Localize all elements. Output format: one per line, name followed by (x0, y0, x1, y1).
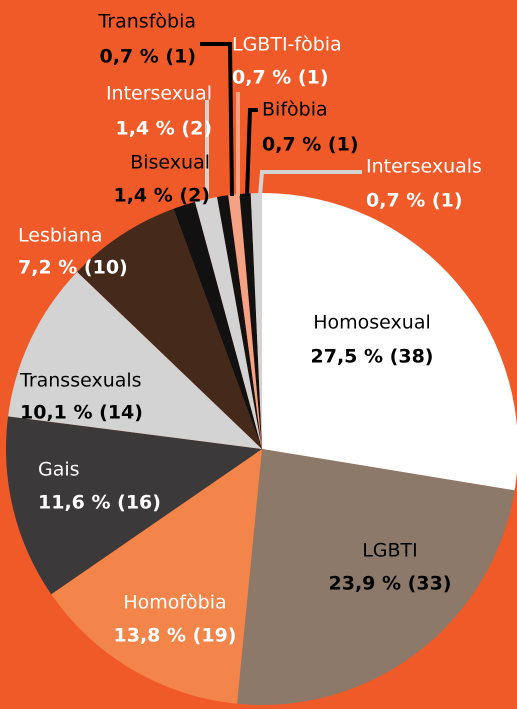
slice-label: Bisexual (130, 152, 210, 174)
pie-slice (173, 201, 262, 449)
slice-label: Intersexual (106, 83, 212, 105)
leader-line (258, 170, 362, 197)
pie-slice (77, 208, 263, 449)
value-label: 1,4 % (2) (115, 118, 212, 140)
labels: Homosexual 27,5 % (38) LGBTI 23,9 % (33) Hom… (18, 11, 482, 647)
leader-lines (200, 42, 362, 198)
value-label: 0,7 % (1) (99, 46, 196, 68)
value-label: 7,2 % (10) (18, 257, 128, 279)
leader-line (200, 42, 234, 197)
pie-slice (51, 449, 263, 704)
pie (5, 193, 517, 705)
pie-slice (195, 196, 262, 449)
slice-label: Transsexuals (19, 370, 142, 392)
value-label: 13,8 % (19) (114, 625, 237, 647)
value-label: 23,9 % (33) (329, 573, 452, 595)
slice-label: Homofòbia (123, 592, 226, 614)
slice-label: Gais (38, 459, 80, 481)
value-label: 11,6 % (16) (38, 492, 161, 514)
slice-label: Homosexual (313, 312, 431, 334)
pie-slice (217, 195, 262, 449)
slice-label: Lesbiana (18, 225, 103, 247)
slice-label: LGBTI-fòbia (232, 34, 342, 56)
pie-slice (228, 193, 262, 449)
value-label: 10,1 % (14) (20, 402, 143, 424)
leader-line (245, 108, 258, 197)
slice-label: Intersexuals (366, 156, 482, 178)
slice-label: LGBTI (362, 540, 418, 562)
value-label: 0,7 % (1) (232, 67, 329, 89)
value-label: 1,4 % (2) (113, 185, 210, 207)
slice-label: Transfòbia (97, 11, 196, 33)
value-label: 0,7 % (1) (262, 134, 359, 156)
pie-slice (262, 193, 517, 491)
value-label: 27,5 % (38) (311, 346, 434, 368)
pie-slice (237, 449, 515, 705)
pie-slice (239, 193, 262, 449)
slice-label: Bifòbia (262, 99, 328, 121)
pie-slice (8, 271, 263, 449)
value-label: 0,7 % (1) (366, 190, 463, 212)
pie-slice (5, 416, 262, 595)
pie-slice (250, 193, 262, 449)
